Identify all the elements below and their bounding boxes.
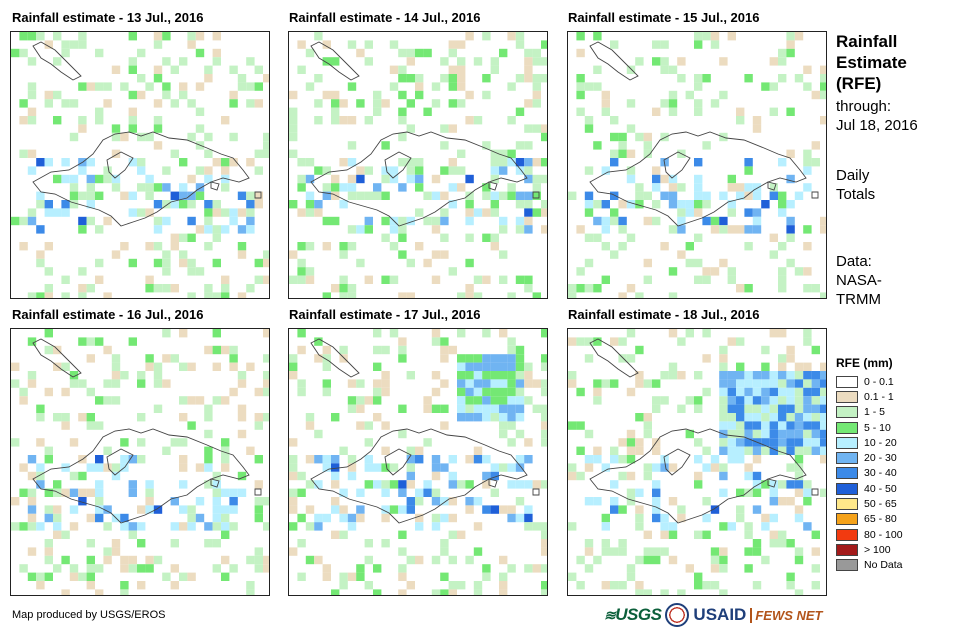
legend-item: 5 - 10 bbox=[836, 420, 903, 435]
rainfall-map-13-jul bbox=[10, 31, 270, 299]
legend-item: 65 - 80 bbox=[836, 512, 903, 527]
legend-label: 30 - 40 bbox=[864, 467, 897, 480]
agency-logos: ≋USGS USAID FEWS NET bbox=[604, 603, 823, 627]
map-series-title: Rainfall Estimate (RFE) bbox=[836, 32, 907, 93]
legend-swatch bbox=[836, 390, 858, 403]
legend-swatch bbox=[836, 559, 858, 572]
rainfall-cells bbox=[568, 32, 826, 298]
legend-item: 40 - 50 bbox=[836, 481, 903, 496]
map-credit: Map produced by USGS/EROS bbox=[12, 609, 166, 621]
rfe-legend: RFE (mm) 0 - 0.1 0.1 - 1 1 - 5 5 - 10 10 - 2… bbox=[836, 356, 903, 573]
legend-label: 50 - 65 bbox=[864, 498, 897, 511]
legend-item: 0.1 - 1 bbox=[836, 389, 903, 404]
legend-swatch bbox=[836, 452, 858, 465]
legend-swatch bbox=[836, 467, 858, 480]
rainfall-map-18-jul bbox=[567, 328, 827, 596]
legend-label: > 100 bbox=[864, 543, 891, 556]
coastline bbox=[310, 41, 540, 227]
panel-title-2: Rainfall estimate - 14 Jul., 2016 bbox=[289, 10, 481, 25]
panel-title-4: Rainfall estimate - 16 Jul., 2016 bbox=[12, 307, 204, 322]
legend-swatch bbox=[836, 498, 858, 511]
period-text: Daily Totals bbox=[836, 167, 876, 203]
legend-swatch bbox=[836, 482, 858, 495]
legend-title: RFE (mm) bbox=[836, 356, 893, 370]
fews-net-logo: FEWS NET bbox=[750, 607, 823, 623]
rainfall-cells bbox=[11, 32, 269, 298]
legend-item: > 100 bbox=[836, 542, 903, 557]
rainfall-cells bbox=[11, 329, 269, 595]
coastline bbox=[589, 41, 819, 227]
rainfall-map-16-jul bbox=[10, 328, 270, 596]
legend-item: 10 - 20 bbox=[836, 435, 903, 450]
legend-label: 80 - 100 bbox=[864, 528, 903, 541]
legend-item: 80 - 100 bbox=[836, 527, 903, 542]
legend-label: 65 - 80 bbox=[864, 513, 897, 526]
legend-swatch bbox=[836, 513, 858, 526]
coastline bbox=[589, 338, 819, 524]
coastline bbox=[32, 41, 262, 227]
legend-swatch bbox=[836, 528, 858, 541]
panel-title-6: Rainfall estimate - 18 Jul., 2016 bbox=[568, 307, 760, 322]
panel-title-5: Rainfall estimate - 17 Jul., 2016 bbox=[289, 307, 481, 322]
rainfall-cells bbox=[289, 32, 547, 298]
legend-item: 30 - 40 bbox=[836, 466, 903, 481]
legend-label: 40 - 50 bbox=[864, 482, 897, 495]
legend-swatch bbox=[836, 406, 858, 419]
legend-swatch bbox=[836, 436, 858, 449]
panel-title-1: Rainfall estimate - 13 Jul., 2016 bbox=[12, 10, 204, 25]
rainfall-cells bbox=[289, 329, 547, 595]
coastline bbox=[310, 338, 540, 524]
rainfall-cells bbox=[568, 329, 826, 595]
panel-title-3: Rainfall estimate - 15 Jul., 2016 bbox=[568, 10, 760, 25]
usgs-logo: ≋USGS bbox=[604, 605, 662, 624]
legend-item: 50 - 65 bbox=[836, 496, 903, 511]
rainfall-map-14-jul bbox=[288, 31, 548, 299]
data-source-text: Data: NASA- TRMM bbox=[836, 253, 882, 308]
legend-label: No Data bbox=[864, 559, 903, 572]
legend-swatch bbox=[836, 375, 858, 388]
legend-item: No Data bbox=[836, 558, 903, 573]
legend-label: 20 - 30 bbox=[864, 452, 897, 465]
through-text: through: Jul 18, 2016 bbox=[836, 98, 918, 134]
legend-label: 0.1 - 1 bbox=[864, 390, 894, 403]
rainfall-map-15-jul bbox=[567, 31, 827, 299]
legend-swatch bbox=[836, 421, 858, 434]
legend-item: 20 - 30 bbox=[836, 450, 903, 465]
usaid-seal-icon bbox=[665, 603, 690, 627]
legend-label: 1 - 5 bbox=[864, 406, 886, 419]
rainfall-map-17-jul bbox=[288, 328, 548, 596]
legend-item: 1 - 5 bbox=[836, 405, 903, 420]
legend-swatch bbox=[836, 543, 858, 556]
legend-label: 0 - 0.1 bbox=[864, 375, 894, 388]
coastline bbox=[32, 338, 262, 524]
usaid-logo: USAID bbox=[693, 605, 747, 624]
legend-label: 10 - 20 bbox=[864, 436, 897, 449]
legend-label: 5 - 10 bbox=[864, 421, 891, 434]
legend-item: 0 - 0.1 bbox=[836, 374, 903, 389]
